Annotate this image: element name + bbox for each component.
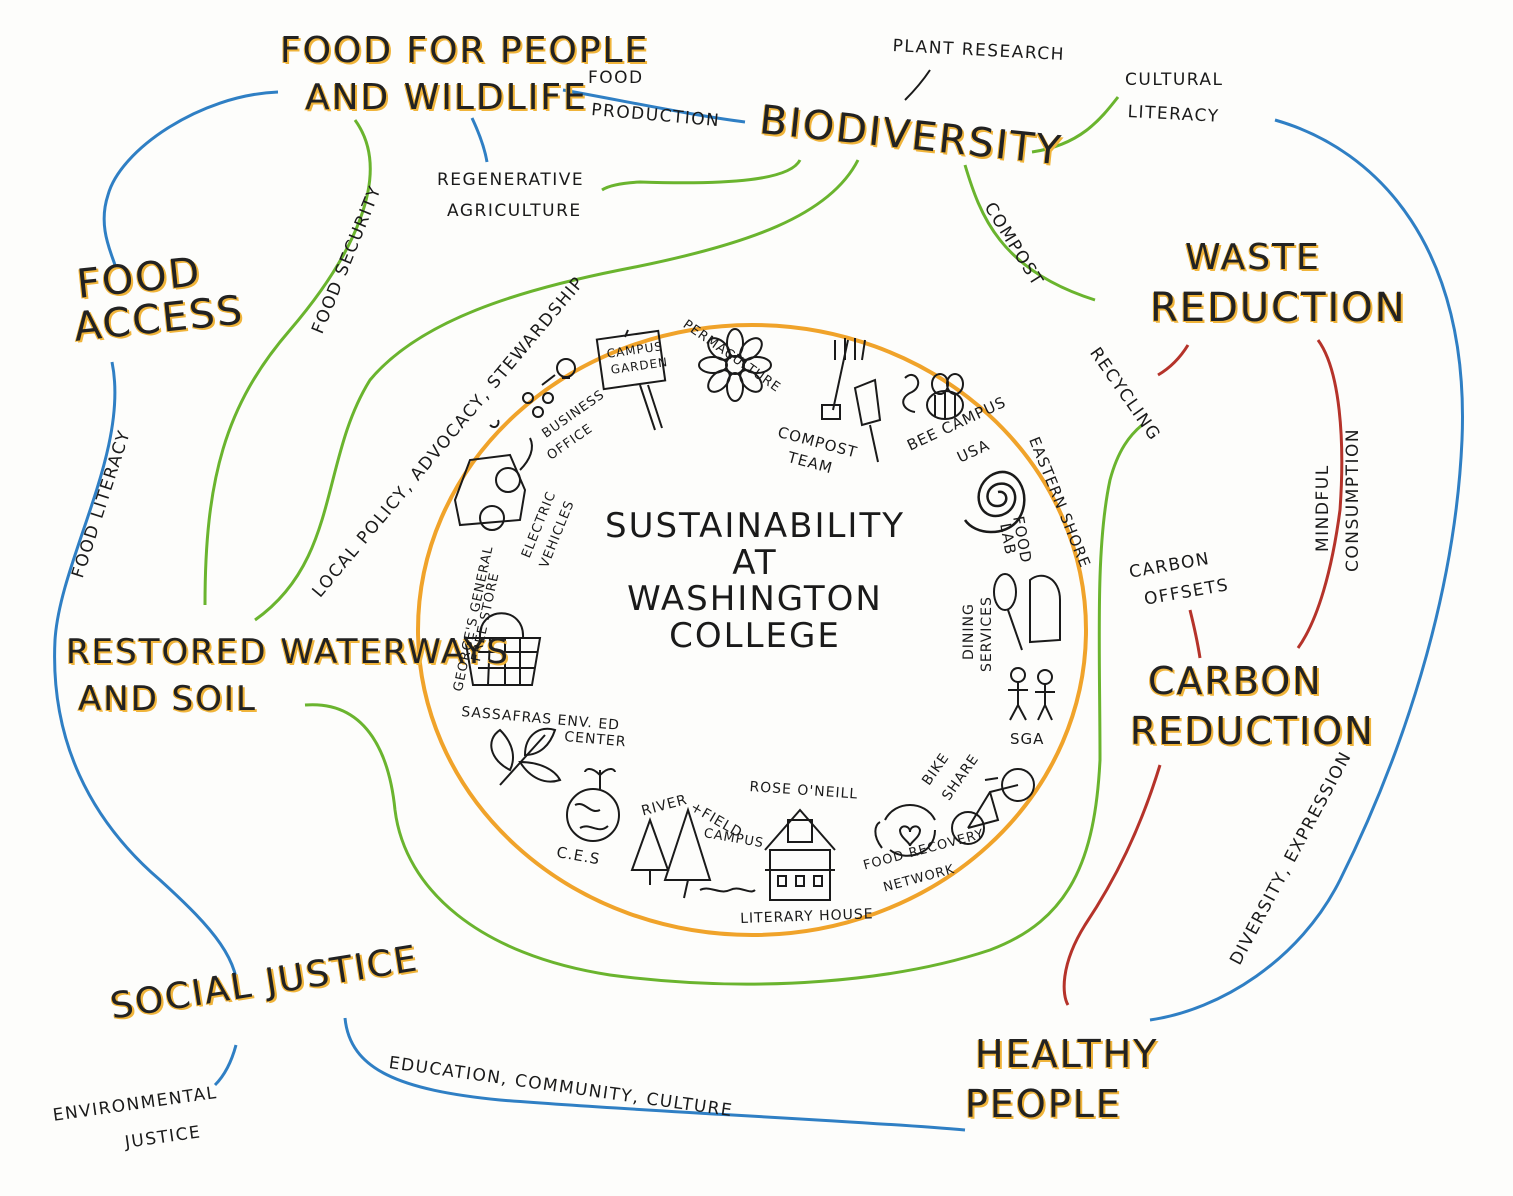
center-title: SUSTAINABILITY AT WASHINGTON COLLEGE	[590, 508, 920, 655]
connector-socialjustice-healthy	[343, 1017, 966, 1132]
globe-sprout-icon	[566, 768, 620, 842]
connector-foodaccess-socialjustice	[53, 361, 240, 1001]
center-title-line2: AT	[732, 542, 778, 583]
central-ring	[416, 323, 1088, 937]
theme-healthy-1: HEALTHY	[975, 1032, 1159, 1076]
connector-cultural-healthy	[1149, 118, 1464, 1022]
house-icon	[764, 808, 836, 901]
connector-carbon-healthy	[1062, 764, 1162, 1006]
center-title-line4: COLLEGE	[669, 616, 841, 657]
program-dining-1: DINING	[961, 603, 977, 660]
connector-waste-recycling	[1157, 344, 1190, 377]
theme-carbon-2: REDUCTION	[1130, 709, 1375, 753]
connector-socialjustice-envjustice	[213, 1044, 238, 1087]
center-title-line3: WASHINGTON	[627, 579, 883, 620]
connector-biodiversity-regen	[601, 159, 802, 192]
pitchfork-shovel-icon	[821, 338, 882, 463]
connector-waterways-outer	[304, 423, 1143, 986]
theme-waterways-1: RESTORED WATERWAYS	[66, 632, 510, 672]
campus-garden-sign-icon	[595, 329, 667, 431]
theme-wildlife: AND WILDLIFE	[305, 77, 588, 118]
trees-icon	[630, 806, 756, 899]
connector-wildlife-waterways	[203, 119, 372, 606]
leaf-branch-icon	[490, 727, 562, 786]
bicycle-icon	[951, 768, 1035, 845]
connector-biodiversity-waterways	[254, 159, 860, 622]
connector-waste-carbon	[1296, 339, 1344, 649]
flower-icon	[698, 328, 772, 402]
theme-waterways-2: AND SOIL	[78, 679, 257, 719]
label-food-production-1: FOOD	[588, 68, 644, 88]
program-dining-2: SERVICES	[979, 596, 995, 672]
recycle-heart-icon	[874, 804, 936, 857]
connector-foodpeople-foodaccess	[102, 90, 279, 266]
connector-foodpeople-biodiversity	[562, 88, 746, 124]
connector-wildlife-regen	[470, 117, 489, 163]
center-title-line1: SUSTAINABILITY	[604, 506, 906, 546]
program-eastern-shore-3: LAB	[996, 521, 1020, 557]
theme-healthy-2: PEOPLE	[965, 1082, 1122, 1126]
connector-offsets-carbon	[1188, 609, 1202, 659]
mitt-tennis-icon	[993, 573, 1061, 651]
lightbulb-people-icon	[489, 358, 576, 429]
theme-waste-1: WASTE	[1185, 237, 1321, 278]
label-regen-ag-2: AGRICULTURE	[447, 201, 582, 221]
program-sga: SGA	[1010, 730, 1045, 748]
car-icon	[453, 437, 533, 531]
connector-biodiversity-cultural	[1031, 96, 1120, 154]
label-cultural-literacy-1: CULTURAL	[1125, 70, 1224, 90]
people-icon	[1008, 667, 1055, 721]
plant-research-stroke	[904, 69, 931, 101]
theme-carbon-1: CARBON	[1148, 659, 1323, 703]
basket-icon	[463, 612, 542, 686]
label-regen-ag-1: REGENERATIVE	[437, 170, 585, 190]
theme-waste-2: REDUCTION	[1150, 285, 1407, 331]
label-mindful-2: CONSUMPTION	[1343, 427, 1363, 572]
bee-icon	[902, 373, 964, 420]
connector-biodiversity-waste	[963, 164, 1096, 302]
spiral-icon	[963, 470, 1026, 534]
theme-food-people: FOOD FOR PEOPLE	[280, 30, 650, 71]
label-mindful-1: MINDFUL	[1313, 464, 1333, 552]
label-cultural-literacy-2: LITERACY	[1127, 102, 1221, 127]
